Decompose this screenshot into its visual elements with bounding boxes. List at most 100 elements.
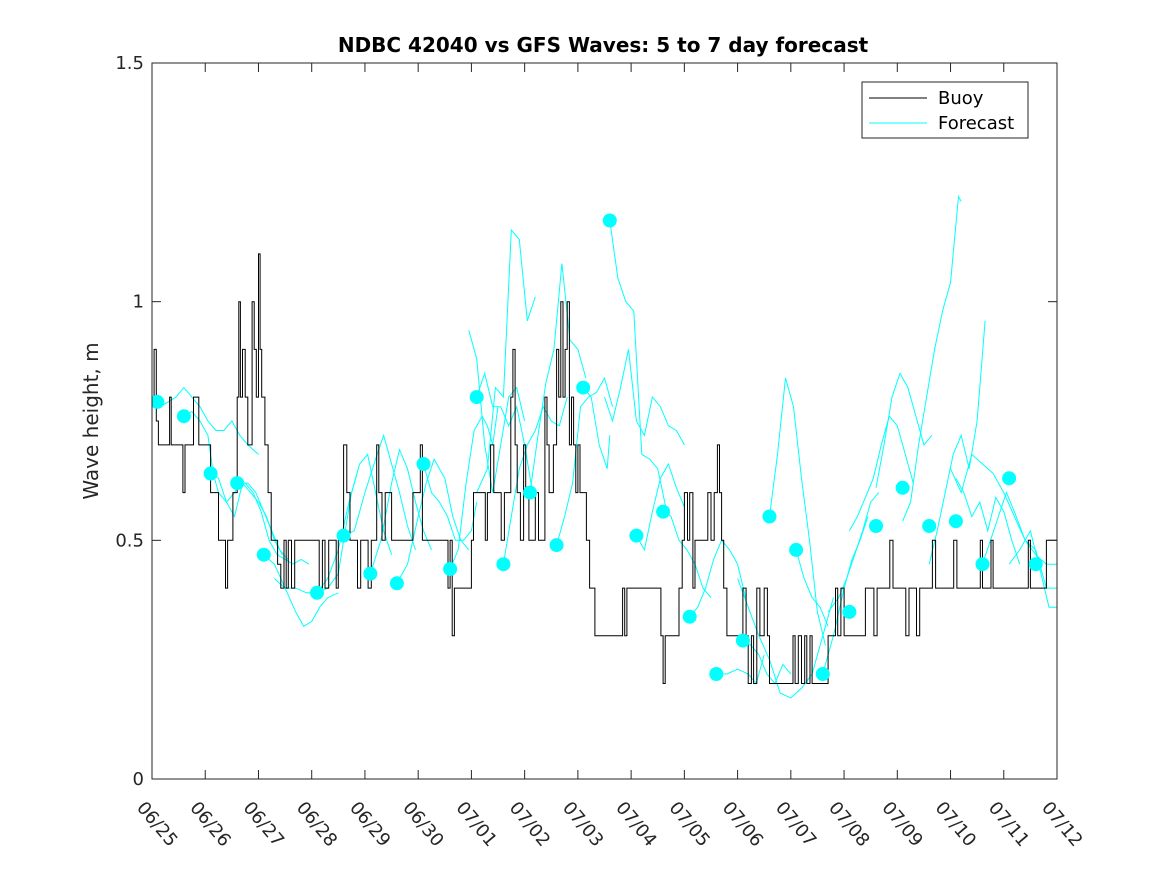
legend: Buoy Forecast	[861, 81, 1029, 139]
x-tick-label: 06/26	[185, 798, 234, 851]
forecast-marker	[789, 542, 804, 557]
x-tick-label: 07/09	[877, 798, 926, 851]
forecast-line	[449, 406, 499, 570]
forecast-marker	[922, 519, 937, 533]
forecast-marker	[1002, 471, 1017, 486]
forecast-marker	[869, 519, 883, 533]
x-tick-label: 07/04	[611, 798, 660, 851]
forecast-line	[609, 220, 667, 508]
x-tick-label: 07/02	[505, 798, 554, 851]
forecast-line	[529, 263, 587, 493]
y-axis-label: Wave height, m	[79, 342, 103, 499]
x-tick-label: 07/03	[558, 798, 607, 851]
forecast-marker	[416, 457, 431, 471]
forecast-line	[604, 349, 685, 446]
chart-title: NDBC 42040 vs GFS Waves: 5 to 7 day fore…	[338, 33, 869, 57]
forecast-line	[822, 516, 869, 675]
forecast-marker	[842, 604, 857, 619]
forecast-marker	[735, 633, 750, 648]
forecast-line	[716, 654, 765, 685]
x-tick-label: 06/29	[345, 798, 394, 851]
x-tick-label: 07/11	[984, 798, 1033, 851]
forecast-line	[556, 376, 613, 546]
forecast-marker	[709, 667, 724, 681]
forecast-marker	[389, 576, 404, 591]
forecast-line	[902, 195, 962, 522]
forecast-line	[263, 554, 339, 627]
forecast-marker	[523, 485, 537, 500]
forecast-line	[742, 640, 792, 685]
x-tick-label: 06/27	[239, 798, 288, 851]
forecast-line	[982, 491, 1057, 589]
forecast-line	[875, 372, 933, 488]
x-tick-label: 07/05	[665, 798, 714, 851]
forecast-line	[468, 330, 526, 493]
forecast-line	[769, 377, 826, 646]
y-tick-label: 0	[133, 769, 144, 790]
forecast-marker	[203, 466, 218, 481]
forecast-marker	[602, 213, 617, 228]
forecast-marker	[256, 547, 271, 562]
forecast-marker	[363, 566, 378, 581]
forecast-marker	[815, 667, 830, 681]
plot-area	[152, 195, 1057, 699]
axes: 00.511.506/25 06/26 06/27 06/28 06/29 06/30 07…	[115, 53, 1086, 851]
x-tick-label: 07/07	[771, 798, 820, 851]
forecast-marker	[629, 528, 644, 543]
x-tick-label: 07/06	[718, 798, 767, 851]
forecast-marker	[443, 562, 458, 576]
x-tick-label: 07/10	[931, 798, 980, 851]
forecast-marker	[496, 557, 511, 572]
forecast-marker	[336, 528, 351, 543]
y-tick-label: 1	[133, 292, 144, 313]
forecast-marker	[895, 480, 910, 495]
forecast-marker	[230, 476, 245, 491]
forecast-marker	[656, 504, 671, 519]
forecast-marker	[975, 557, 990, 572]
forecast-line	[848, 415, 914, 532]
x-tick-label: 06/28	[292, 798, 341, 851]
forecast-line	[928, 320, 986, 565]
forecast-line	[795, 549, 829, 627]
legend-label: Buoy	[938, 88, 984, 109]
forecast-marker	[948, 514, 963, 529]
forecast-marker	[152, 394, 165, 409]
forecast-line	[582, 387, 611, 469]
forecast-marker	[762, 509, 777, 524]
forecast-line	[827, 492, 880, 613]
y-tick-label: 0.5	[115, 530, 144, 551]
forecast-line	[662, 511, 712, 598]
forecast-line	[316, 453, 393, 594]
legend-label: Forecast	[938, 113, 1014, 134]
x-tick-label: 07/08	[824, 798, 873, 851]
forecast-line	[955, 478, 1021, 565]
y-tick-label: 1.5	[115, 53, 144, 74]
forecast-marker	[469, 390, 484, 405]
forecast-line	[152, 386, 259, 455]
x-tick-label: 06/25	[132, 798, 181, 851]
buoy-line	[152, 253, 1057, 684]
x-tick-label: 06/30	[398, 798, 447, 851]
axes-box	[151, 62, 1058, 780]
forecast-line	[737, 578, 834, 699]
forecast-line	[210, 473, 289, 560]
forecast-line	[635, 462, 685, 552]
forecast-marker	[549, 538, 564, 553]
forecast-marker	[1028, 557, 1043, 572]
forecast-line	[476, 371, 534, 493]
forecast-line	[423, 463, 478, 541]
forecast-marker	[310, 585, 324, 600]
x-tick-label: 07/12	[1037, 798, 1086, 851]
x-tick-label: 07/01	[452, 798, 501, 851]
legend-box	[861, 81, 1029, 139]
forecast-line	[689, 539, 747, 618]
forecast-marker	[176, 409, 191, 424]
forecast-line	[343, 433, 416, 551]
forecast-line	[1008, 529, 1057, 608]
forecast-line	[396, 457, 470, 584]
forecast-marker	[576, 380, 591, 395]
forecast-line	[237, 482, 310, 565]
forecast-marker	[682, 609, 697, 624]
forecast-line	[476, 228, 536, 493]
